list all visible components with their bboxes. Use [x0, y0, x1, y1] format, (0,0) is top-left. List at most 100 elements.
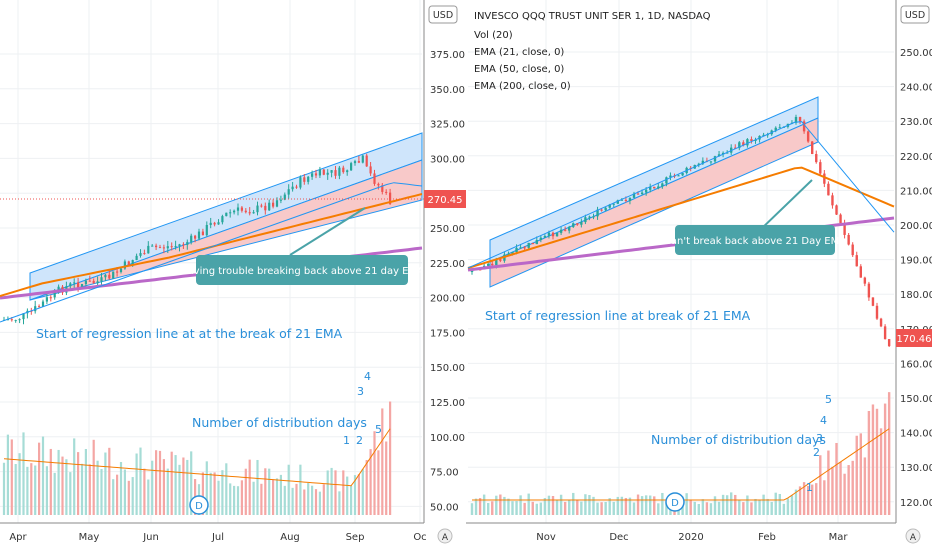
left-callout-pointer [289, 207, 366, 256]
r-volume-bar [875, 408, 879, 515]
right-auto-scale-label: A [910, 533, 917, 543]
r-candle-body [547, 232, 551, 236]
l-volume-bar [369, 449, 372, 515]
r-candle-body [819, 162, 822, 174]
r-volume-bar [523, 502, 526, 515]
left-ema21-line [0, 182, 423, 323]
r-candle-body [568, 226, 571, 231]
left-callout-box [196, 255, 408, 285]
r-volume-bar [665, 502, 668, 515]
l-candle-body [369, 166, 372, 174]
right-indicator-ema50[interactable]: EMA (50, close, 0) [474, 64, 564, 75]
l-candle-body [287, 189, 290, 195]
l-y-tick: 250.00 [430, 224, 465, 235]
l-candle-body [178, 244, 181, 247]
right-auto-scale-button[interactable]: A [905, 528, 921, 544]
l-y-tick: 325.00 [430, 120, 465, 131]
l-candle-body [127, 261, 130, 265]
l-volume-bar [65, 459, 68, 515]
r-candle-body [802, 121, 806, 132]
l-x-tick: Jul [211, 532, 224, 543]
l-candle-body [116, 271, 119, 273]
l-candle-body [244, 210, 247, 213]
l-candle-body [326, 172, 329, 175]
left-volume-bars [2, 401, 392, 515]
r-volume-bar [543, 498, 547, 515]
left-event-marker[interactable]: D [189, 495, 209, 515]
left-grid [0, 0, 422, 523]
l-volume-bar [244, 468, 247, 515]
l-candle-body [112, 271, 115, 279]
left-auto-scale-button[interactable]: A [437, 528, 453, 544]
left-distribution-count-2: 2 [356, 434, 363, 447]
l-candle-body [385, 191, 388, 193]
left-price-axis[interactable] [424, 0, 466, 550]
r-volume-bar [831, 466, 834, 515]
r-candle-body [677, 175, 680, 177]
l-volume-bar [217, 480, 220, 515]
right-indicator-ema200[interactable]: EMA (200, close, 0) [474, 81, 571, 92]
r-volume-bar [705, 502, 709, 515]
l-volume-bar [104, 452, 107, 515]
l-volume-bar [30, 463, 33, 515]
r-volume-bar [555, 500, 559, 515]
l-volume-bar [291, 487, 294, 515]
right-event-marker[interactable]: D [665, 492, 685, 512]
left-currency-button[interactable]: USD [428, 5, 458, 24]
l-candle-body [18, 319, 21, 321]
r-volume-bar [746, 495, 749, 515]
l-candle-body [209, 222, 212, 225]
r-volume-bar [653, 496, 656, 515]
right-currency-button[interactable]: USD [900, 5, 930, 24]
r-candle-body [636, 193, 640, 195]
r-volume-bar [640, 496, 644, 515]
r-volume-bar [608, 498, 611, 515]
r-volume-bar [855, 435, 858, 515]
r-candle-body [495, 259, 498, 266]
r-volume-bar [713, 496, 717, 515]
r-volume-bar [883, 403, 887, 515]
l-candle-body [41, 301, 45, 307]
r-candle-body [843, 223, 846, 235]
r-candle-body [859, 266, 862, 278]
l-volume-bar [353, 475, 357, 515]
r-candle-body [806, 131, 810, 142]
r-candle-body [774, 127, 777, 131]
r-volume-bar [600, 502, 603, 515]
l-volume-bar [155, 450, 158, 515]
l-volume-bar [158, 450, 162, 515]
r-candle-body [875, 305, 879, 319]
l-candle-body [186, 241, 189, 245]
l-candle-body [80, 284, 84, 288]
r-volume-bar [693, 501, 696, 515]
left-auto-scale-label: A [442, 533, 449, 543]
r-volume-bar [551, 496, 555, 515]
left-price-tag: 270.45 [424, 190, 466, 208]
l-volume-bar [221, 470, 224, 515]
l-volume-bar [135, 453, 138, 515]
r-volume-bar [649, 495, 652, 515]
r-candle-body [839, 214, 842, 224]
left-time-axis[interactable] [0, 523, 424, 550]
l-candle-body [34, 306, 37, 312]
right-indicator-ema21[interactable]: EMA (21, close, 0) [474, 47, 564, 58]
l-candle-body [256, 205, 259, 213]
right-price-axis[interactable] [896, 0, 932, 550]
l-volume-bar [6, 434, 9, 515]
right-indicator-vol[interactable]: Vol (20) [474, 30, 513, 41]
l-candle-body [248, 212, 251, 214]
l-candle-body [182, 244, 185, 246]
l-y-tick: 125.00 [430, 398, 465, 409]
r-volume-bar [815, 483, 818, 515]
l-candle-body [213, 222, 216, 225]
l-candle-body [108, 274, 111, 279]
right-x-tick-labels: Nov Dec 2020 Feb Mar [536, 532, 848, 543]
r-volume-bar [616, 496, 619, 515]
l-volume-bar [260, 483, 263, 515]
r-volume-bar [503, 496, 506, 515]
right-time-axis[interactable] [466, 523, 896, 550]
r-volume-bar [580, 501, 583, 515]
r-candle-body [798, 116, 802, 122]
r-candle-body [831, 195, 834, 206]
l-candle-body [57, 286, 60, 291]
